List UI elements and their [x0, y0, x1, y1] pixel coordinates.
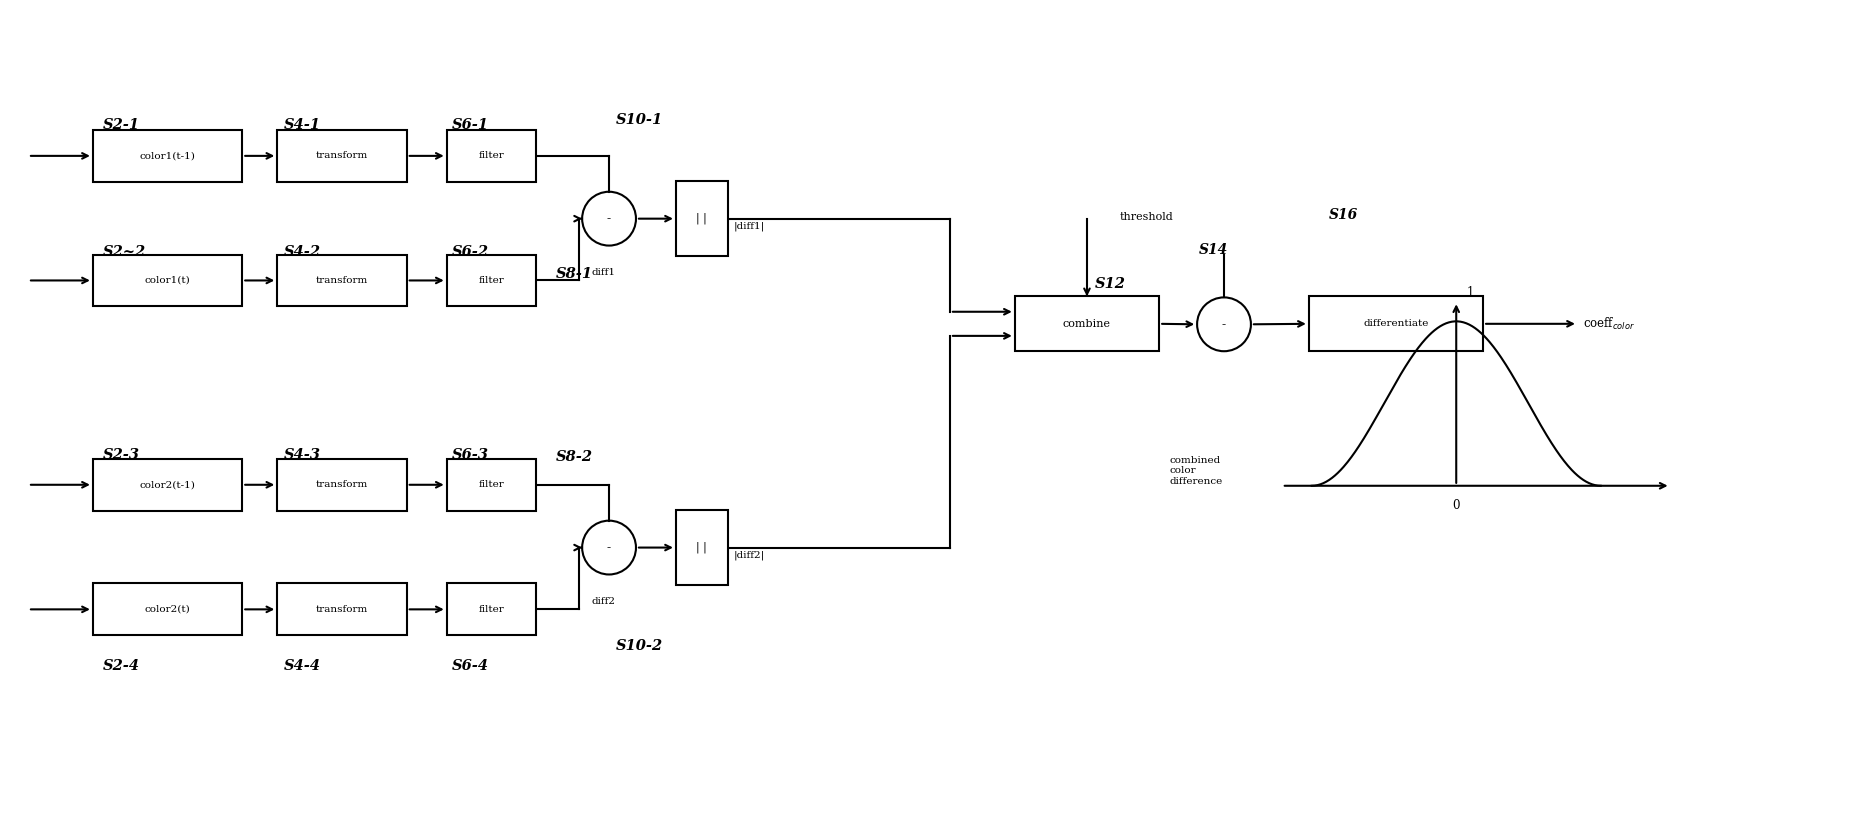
- Text: S14: S14: [1198, 242, 1228, 257]
- FancyBboxPatch shape: [93, 130, 243, 181]
- Text: color1(t): color1(t): [145, 276, 191, 285]
- Text: diff1: diff1: [592, 268, 616, 278]
- Text: | |: | |: [696, 542, 707, 553]
- Text: threshold: threshold: [1119, 212, 1172, 222]
- Text: transform: transform: [315, 480, 367, 489]
- FancyBboxPatch shape: [1310, 297, 1484, 351]
- FancyBboxPatch shape: [447, 459, 536, 511]
- Text: S6-4: S6-4: [451, 659, 488, 673]
- FancyBboxPatch shape: [276, 254, 406, 306]
- Text: transform: transform: [315, 151, 367, 161]
- FancyBboxPatch shape: [93, 254, 243, 306]
- Text: S12: S12: [1094, 278, 1126, 292]
- Text: S2-3: S2-3: [102, 448, 139, 461]
- Text: combine: combine: [1063, 319, 1111, 329]
- Text: S6-2: S6-2: [451, 245, 488, 258]
- Text: S2-4: S2-4: [102, 659, 139, 673]
- Text: color2(t): color2(t): [145, 605, 191, 614]
- FancyBboxPatch shape: [675, 181, 727, 256]
- Text: S6-3: S6-3: [451, 448, 488, 461]
- FancyBboxPatch shape: [447, 254, 536, 306]
- Text: differentiate: differentiate: [1363, 319, 1428, 329]
- FancyBboxPatch shape: [93, 584, 243, 635]
- Text: S10-2: S10-2: [616, 640, 664, 653]
- Text: |diff2|: |diff2|: [733, 550, 764, 559]
- Text: S4-4: S4-4: [284, 659, 321, 673]
- FancyBboxPatch shape: [93, 459, 243, 511]
- Text: filter: filter: [479, 151, 505, 161]
- FancyBboxPatch shape: [447, 584, 536, 635]
- Text: S8-2: S8-2: [556, 450, 594, 464]
- Text: S4-1: S4-1: [284, 118, 321, 132]
- Text: S10-1: S10-1: [616, 113, 664, 127]
- Text: filter: filter: [479, 605, 505, 614]
- Text: S16: S16: [1328, 207, 1358, 222]
- Text: S2-1: S2-1: [102, 118, 139, 132]
- Text: -: -: [607, 212, 610, 225]
- Text: color2(t-1): color2(t-1): [139, 480, 195, 489]
- Text: transform: transform: [315, 605, 367, 614]
- Text: S8-1: S8-1: [556, 268, 594, 282]
- Text: S6-1: S6-1: [451, 118, 488, 132]
- Text: transform: transform: [315, 276, 367, 285]
- Text: | |: | |: [696, 213, 707, 224]
- Text: 0: 0: [1452, 499, 1460, 512]
- FancyBboxPatch shape: [276, 130, 406, 181]
- Text: coeff$_{\mathit{color}}$: coeff$_{\mathit{color}}$: [1582, 316, 1634, 332]
- FancyBboxPatch shape: [675, 510, 727, 585]
- Text: 1: 1: [1465, 287, 1473, 299]
- Text: filter: filter: [479, 276, 505, 285]
- Text: color1(t-1): color1(t-1): [139, 151, 195, 161]
- FancyBboxPatch shape: [447, 130, 536, 181]
- Text: diff2: diff2: [592, 598, 616, 606]
- FancyBboxPatch shape: [1015, 297, 1159, 351]
- Text: combined
color
difference: combined color difference: [1169, 456, 1222, 486]
- Text: -: -: [607, 541, 610, 554]
- Text: filter: filter: [479, 480, 505, 489]
- Text: S2~2: S2~2: [102, 245, 147, 258]
- Text: |diff1|: |diff1|: [733, 222, 764, 231]
- FancyBboxPatch shape: [276, 584, 406, 635]
- Text: -: -: [1222, 318, 1226, 331]
- FancyBboxPatch shape: [276, 459, 406, 511]
- Text: S4-3: S4-3: [284, 448, 321, 461]
- Text: S4-2: S4-2: [284, 245, 321, 258]
